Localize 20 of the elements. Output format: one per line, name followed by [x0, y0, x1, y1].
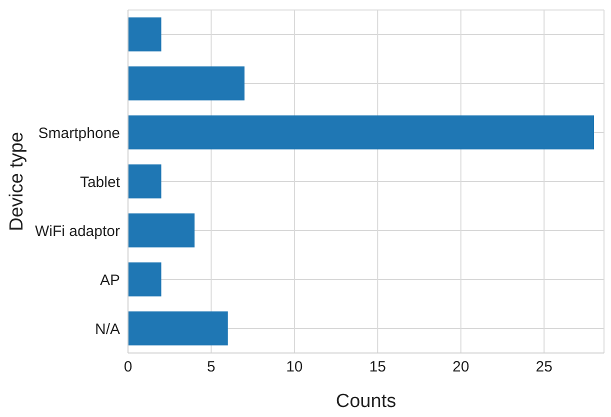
x-tick-label: 25	[536, 358, 552, 376]
y-tick-label: AP	[100, 272, 120, 289]
x-tick-label: 15	[369, 358, 386, 376]
y-tick-label: N/A	[94, 320, 120, 338]
y-axis-title: Device type	[6, 132, 28, 232]
x-axis-title: Counts	[336, 391, 396, 412]
bar	[128, 262, 162, 296]
y-tick-label: Tablet	[80, 174, 121, 191]
x-tick-label: 10	[286, 358, 303, 376]
bar	[128, 66, 245, 100]
bar	[128, 213, 195, 248]
bar	[128, 164, 162, 198]
x-tick-label: 0	[124, 358, 132, 376]
x-tick-label: 5	[207, 358, 216, 376]
bar	[128, 17, 162, 52]
bar	[128, 115, 594, 150]
y-tick-label: WiFi adaptor	[34, 222, 120, 240]
bar	[128, 311, 228, 346]
y-tick-label: Smartphone	[38, 124, 120, 142]
x-tick-label: 20	[452, 358, 470, 376]
